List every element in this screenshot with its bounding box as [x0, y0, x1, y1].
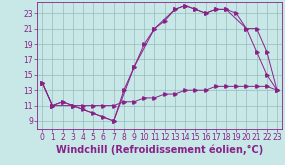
X-axis label: Windchill (Refroidissement éolien,°C): Windchill (Refroidissement éolien,°C)	[56, 145, 263, 155]
